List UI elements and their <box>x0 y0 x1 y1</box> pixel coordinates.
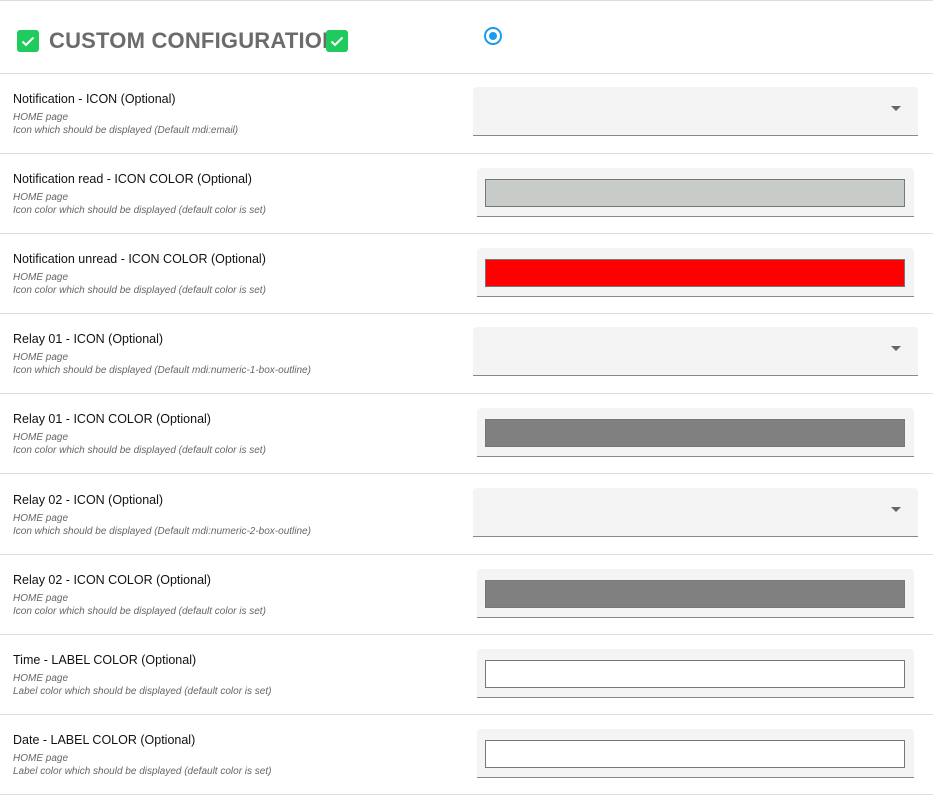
row-label: Relay 02 - ICON (Optional) <box>13 492 164 507</box>
config-row: Notification read - ICON COLOR (Optional… <box>0 154 933 235</box>
row-label: Relay 01 - ICON COLOR (Optional) <box>13 412 211 427</box>
row-desc: Label color which should be displayed (d… <box>13 685 272 697</box>
color-field[interactable] <box>477 168 914 218</box>
row-label: Notification unread - ICON COLOR (Option… <box>13 252 266 267</box>
row-desc: Icon which should be displayed (Default … <box>13 525 311 537</box>
row-description: HOME page Icon color which should be disp… <box>13 191 266 217</box>
row-page: HOME page <box>13 112 69 123</box>
config-row: Relay 01 - ICON COLOR (Optional) HOME pa… <box>0 394 933 475</box>
row-desc: Label color which should be displayed (d… <box>13 765 272 777</box>
config-row: Relay 01 - ICON (Optional) HOME page Icon… <box>0 314 933 395</box>
icon-select[interactable] <box>473 327 918 377</box>
color-swatch[interactable] <box>485 259 905 288</box>
row-label: Relay 02 - ICON COLOR (Optional) <box>13 572 211 587</box>
color-swatch[interactable] <box>485 179 905 208</box>
color-swatch[interactable] <box>485 659 905 688</box>
row-page: HOME page <box>13 432 69 444</box>
config-row: Time - LABEL COLOR (Optional) HOME page L… <box>0 635 933 715</box>
row-description: HOME page Label color which should be dis… <box>13 752 271 778</box>
row-description: HOME page Icon color which should be disp… <box>13 271 266 297</box>
row-label: Notification - ICON (Optional) <box>13 92 176 106</box>
row-desc: Icon color which should be displayed (de… <box>13 285 266 297</box>
config-row: Date - LABEL COLOR (Optional) HOME page L… <box>0 715 933 795</box>
row-page: HOME page <box>13 672 69 684</box>
section-header: CUSTOM CONFIGURATION <box>0 1 933 74</box>
row-desc: Icon color which should be displayed (de… <box>13 445 266 457</box>
row-label: Time - LABEL COLOR (Optional) <box>13 652 197 667</box>
dropdown-arrow-icon[interactable] <box>891 506 901 512</box>
color-swatch[interactable] <box>485 739 905 768</box>
row-page: HOME page <box>13 192 69 204</box>
row-label: Date - LABEL COLOR (Optional) <box>13 732 196 747</box>
enable-radio[interactable] <box>484 27 502 45</box>
icon-select[interactable] <box>473 487 918 537</box>
row-label: Notification read - ICON COLOR (Optional… <box>13 172 252 187</box>
row-description: HOME page Icon which should be displayed … <box>13 351 311 377</box>
color-swatch[interactable] <box>485 419 905 448</box>
row-description: HOME page Icon which should be displayed … <box>13 111 238 137</box>
dropdown-arrow-icon[interactable] <box>891 346 901 352</box>
config-row: Notification - ICON (Optional) HOME page… <box>0 74 933 154</box>
row-desc: Icon color which should be displayed (de… <box>13 205 266 217</box>
row-desc: Icon color which should be displayed (de… <box>13 605 266 617</box>
row-page: HOME page <box>13 752 69 764</box>
config-row: Notification unread - ICON COLOR (Option… <box>0 234 933 315</box>
color-field[interactable] <box>477 408 914 458</box>
row-page: HOME page <box>13 272 69 284</box>
row-desc: Icon which should be displayed (Default … <box>13 365 311 377</box>
row-desc: Icon which should be displayed (Default … <box>13 125 239 136</box>
row-description: HOME page Icon which should be displayed … <box>13 512 311 538</box>
row-description: HOME page Icon color which should be disp… <box>13 592 266 618</box>
dropdown-arrow-icon[interactable] <box>891 106 901 111</box>
row-page: HOME page <box>13 592 69 604</box>
color-field[interactable] <box>477 728 914 778</box>
row-label: Relay 01 - ICON (Optional) <box>13 332 164 347</box>
row-page: HOME page <box>13 352 69 364</box>
row-description: HOME page Icon color which should be disp… <box>13 431 266 457</box>
icon-select[interactable] <box>473 87 918 136</box>
row-page: HOME page <box>13 512 69 524</box>
color-swatch[interactable] <box>485 579 905 608</box>
config-row: Relay 02 - ICON (Optional) HOME page Icon… <box>0 475 933 555</box>
section-title: CUSTOM CONFIGURATION <box>49 28 339 53</box>
config-row: Relay 02 - ICON COLOR (Optional) HOME pa… <box>0 555 933 635</box>
color-field[interactable] <box>477 648 914 698</box>
color-field[interactable] <box>477 568 914 618</box>
checkbox-icon <box>17 30 39 52</box>
color-field[interactable] <box>477 248 914 298</box>
checkbox-icon <box>326 30 348 52</box>
top-divider <box>0 0 933 1</box>
row-description: HOME page Label color which should be dis… <box>13 672 271 698</box>
